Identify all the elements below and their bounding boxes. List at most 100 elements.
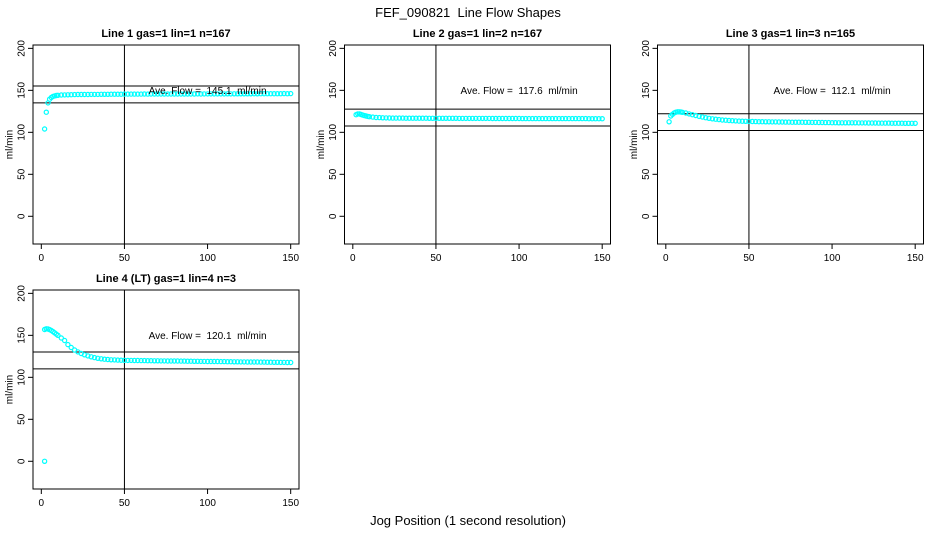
data-point: [91, 354, 98, 361]
data-point: [729, 117, 736, 124]
data-point: [218, 91, 224, 97]
data-point: [719, 117, 726, 123]
data-point: [796, 119, 802, 125]
data-point: [128, 357, 134, 364]
data-point: [194, 358, 201, 365]
data-point: [712, 116, 719, 122]
data-point: [151, 91, 158, 97]
data-point: [879, 120, 885, 126]
data-point: [542, 115, 549, 122]
x-tick-label: 0: [350, 253, 356, 264]
data-point: [234, 91, 241, 97]
data-point: [436, 115, 443, 122]
data-point: [58, 335, 65, 341]
data-point: [288, 90, 294, 97]
data-point: [532, 115, 539, 122]
data-point: [865, 120, 872, 126]
data-point: [912, 120, 918, 127]
data-point: [842, 120, 849, 126]
data-point: [125, 357, 131, 364]
x-tick-label: 100: [199, 498, 216, 509]
data-point: [699, 114, 706, 120]
x-tick-label: 50: [119, 253, 131, 264]
data-point: [118, 357, 124, 363]
data-point: [105, 356, 111, 363]
data-point: [261, 359, 267, 365]
data-point: [221, 358, 227, 365]
data-point: [224, 91, 231, 97]
y-tick-label: 100: [17, 124, 28, 141]
data-point: [409, 115, 416, 121]
data-point: [849, 120, 855, 126]
data-point: [288, 359, 294, 366]
data-point: [161, 358, 167, 364]
y-tick-label: 150: [17, 82, 28, 99]
data-point: [559, 115, 565, 122]
data-point: [281, 90, 287, 97]
data-point: [516, 115, 522, 122]
data-point: [184, 91, 191, 97]
data-point: [749, 118, 756, 125]
y-tick-label: 100: [641, 124, 652, 141]
data-point: [228, 91, 234, 97]
data-point: [376, 114, 383, 121]
data-point: [61, 337, 68, 344]
data-point: [244, 359, 251, 365]
data-point: [486, 115, 492, 122]
data-point: [271, 359, 277, 366]
data-point: [592, 115, 599, 122]
data-point: [274, 359, 281, 366]
data-point: [55, 92, 61, 99]
data-point: [191, 358, 197, 365]
data-point: [366, 113, 373, 120]
x-tick-label: 100: [511, 253, 528, 264]
data-point: [268, 359, 274, 365]
data-point: [214, 91, 221, 97]
data-point: [144, 91, 151, 97]
data-point: [503, 115, 509, 122]
data-point: [264, 90, 271, 97]
data-point: [519, 115, 526, 122]
data-point: [198, 358, 204, 365]
data-point: [115, 91, 121, 97]
data-point: [254, 91, 261, 97]
data-point: [736, 118, 742, 124]
data-point: [439, 115, 446, 122]
data-point: [562, 115, 569, 122]
data-point: [766, 119, 772, 125]
data-point: [98, 356, 104, 362]
data-point: [151, 358, 158, 364]
data-point: [399, 115, 406, 121]
data-point: [536, 115, 542, 122]
data-point: [772, 119, 779, 125]
x-tick-label: 50: [430, 253, 442, 264]
data-point: [188, 91, 194, 97]
data-point: [85, 353, 91, 359]
data-point: [832, 119, 839, 126]
data-point: [134, 91, 141, 97]
data-point: [499, 115, 506, 122]
data-point: [426, 115, 433, 122]
data-point: [131, 91, 138, 97]
data-point: [449, 115, 456, 122]
data-point: [529, 115, 536, 122]
data-point: [105, 91, 111, 98]
data-point: [466, 115, 472, 122]
data-point: [579, 115, 585, 122]
data-point: [512, 115, 519, 122]
data-point: [184, 358, 191, 364]
data-point: [895, 120, 902, 126]
data-point: [158, 91, 164, 97]
data-point: [739, 118, 746, 124]
data-point: [839, 120, 845, 126]
y-tick-label: 0: [328, 213, 339, 219]
data-point: [596, 115, 602, 122]
panel-4: Line 4 (LT) gas=1 lin=4 n=3 0 50 100 150 0 50 1…: [5, 273, 300, 509]
data-point: [68, 344, 74, 351]
y-tick-label: 150: [641, 82, 652, 99]
data-point: [776, 119, 782, 125]
data-point: [238, 359, 244, 365]
data-point: [769, 119, 775, 125]
data-point: [855, 120, 862, 126]
data-point: [566, 115, 572, 122]
